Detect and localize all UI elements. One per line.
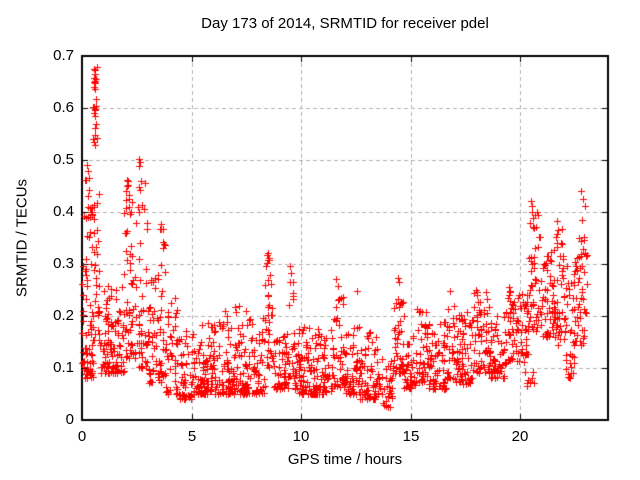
y-tick-label: 0.5	[53, 151, 74, 168]
x-tick-label: 10	[292, 428, 310, 445]
y-tick-label: 0.2	[53, 307, 74, 324]
x-axis-label: GPS time / hours	[287, 451, 403, 468]
x-tick-label: 15	[402, 428, 420, 445]
chart-title: Day 173 of 2014, SRMTID for receiver pde…	[201, 15, 489, 32]
x-tick-label: 5	[187, 428, 197, 445]
y-tick-label: 0.1	[53, 359, 74, 376]
x-tick-label: 20	[511, 428, 529, 445]
y-axis-label: SRMTID / TECUs	[13, 178, 31, 298]
y-tick-label: 0.6	[53, 99, 74, 116]
x-tick-label: 0	[77, 428, 87, 445]
y-tick-label: 0.4	[53, 203, 74, 220]
y-tick-label: 0	[65, 411, 74, 428]
y-tick-label: 0.3	[53, 255, 74, 272]
y-tick-label: 0.7	[53, 47, 74, 64]
